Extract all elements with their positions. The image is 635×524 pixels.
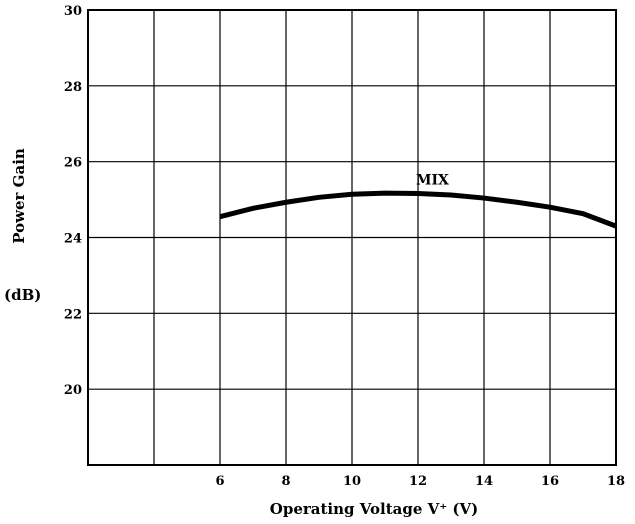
y-tick-label: 22 (64, 307, 82, 322)
x-tick-label: 10 (343, 474, 361, 489)
y-tick-label: 28 (64, 80, 82, 95)
x-tick-label: 18 (607, 474, 625, 489)
y-axis-ticks: 20 22 24 26 28 30 (64, 4, 82, 398)
y-tick-label: 20 (64, 383, 82, 398)
x-tick-label: 8 (281, 474, 290, 489)
x-tick-label: 14 (475, 474, 493, 489)
y-axis-unit: (dB) (4, 286, 41, 304)
series-label-mix: MIX (416, 173, 449, 189)
y-tick-label: 26 (64, 156, 82, 171)
y-axis-label: Power Gain (10, 148, 28, 244)
series-line-mix (219, 190, 617, 229)
x-axis-label: Operating Voltage V⁺ (V) (270, 500, 478, 518)
plot-frame (87, 9, 617, 466)
x-tick-label: 12 (409, 474, 427, 489)
x-axis-ticks: 6 8 10 12 14 16 18 (215, 474, 625, 489)
y-tick-label: 24 (64, 232, 82, 247)
x-tick-label: 6 (215, 474, 224, 489)
x-tick-label: 16 (541, 474, 559, 489)
y-tick-label: 30 (64, 4, 82, 19)
grid-lines (87, 9, 617, 466)
